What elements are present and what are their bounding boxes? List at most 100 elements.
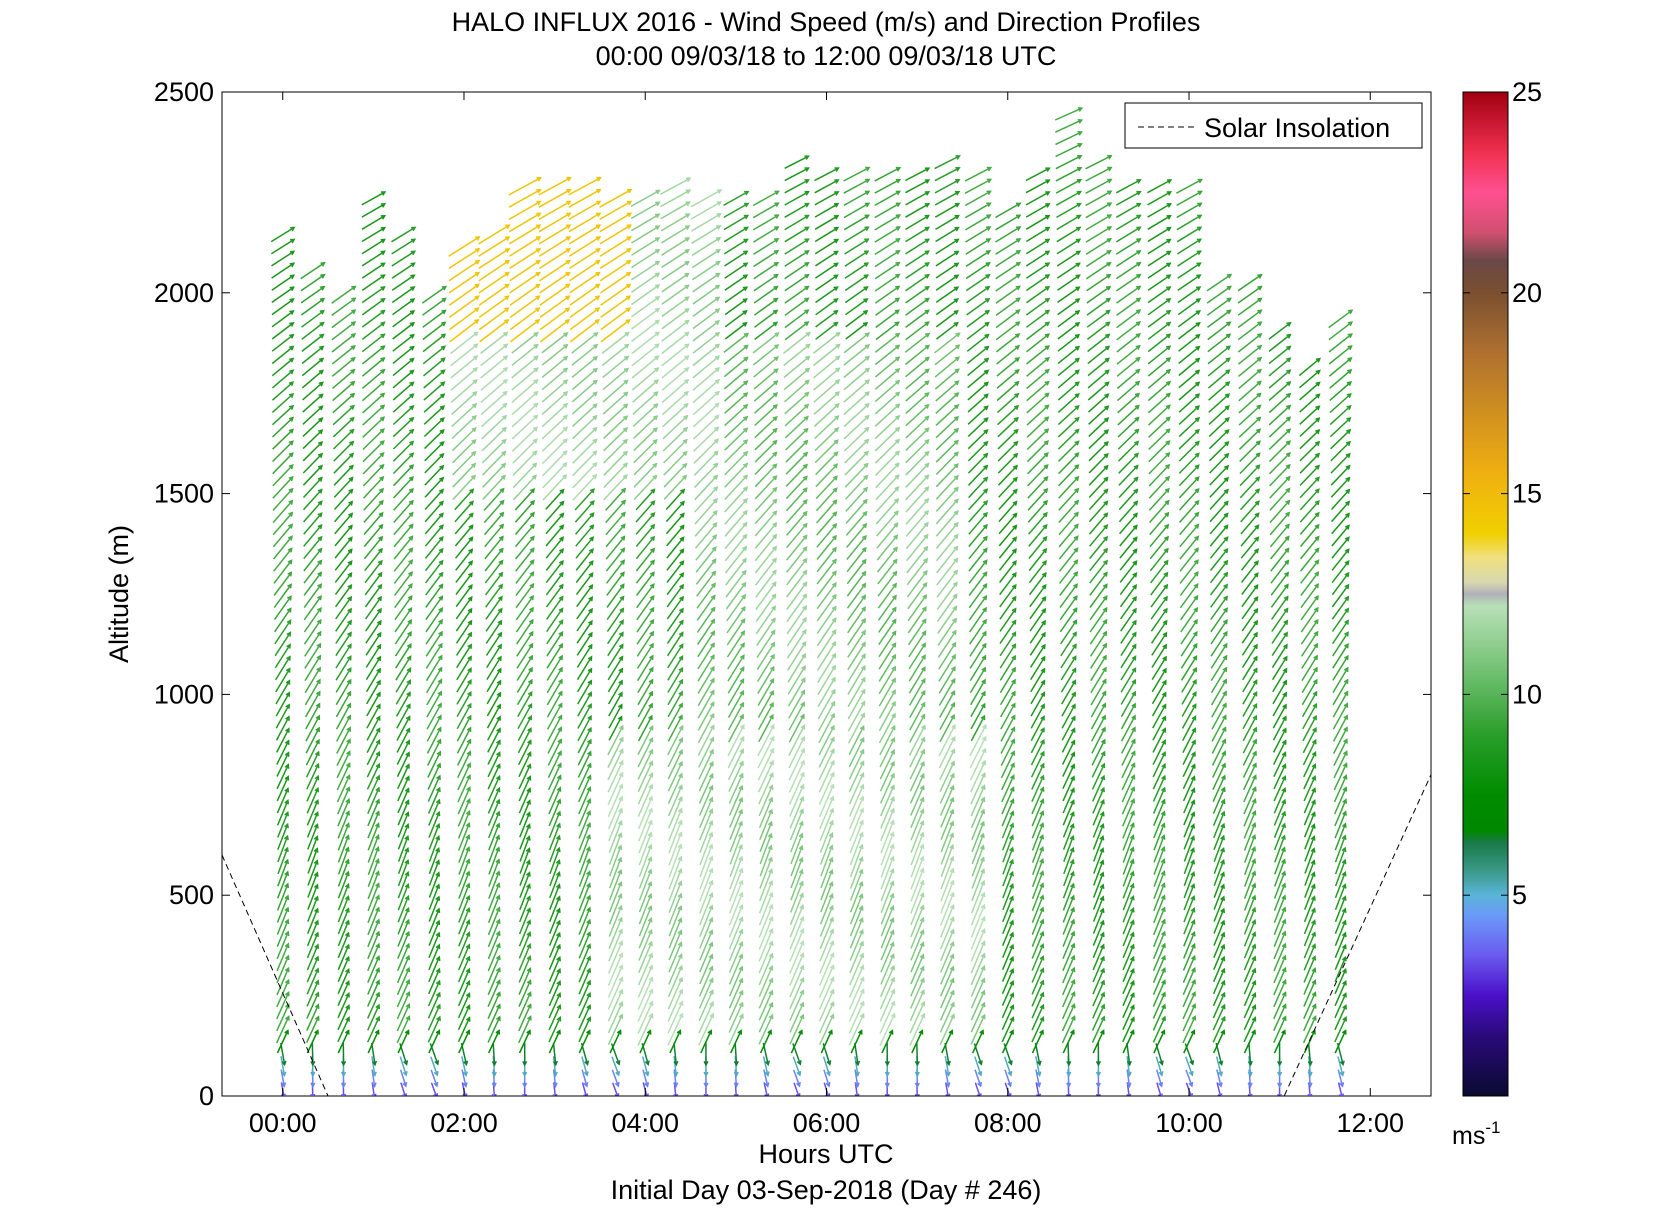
wind-vector-head bbox=[441, 309, 447, 315]
wind-vector-head bbox=[804, 250, 810, 255]
wind-vector bbox=[970, 773, 986, 805]
wind-vector bbox=[880, 942, 895, 973]
wind-vector bbox=[1273, 931, 1286, 960]
wind-vector-head bbox=[768, 952, 774, 959]
wind-vector-head bbox=[1044, 368, 1050, 374]
wind-vector-head bbox=[679, 595, 684, 602]
wind-vector-head bbox=[1012, 476, 1018, 482]
wind-vector-head bbox=[860, 676, 866, 683]
wind-vector-head bbox=[802, 463, 808, 469]
wind-vector-head bbox=[1131, 667, 1137, 673]
wind-vector-head bbox=[800, 677, 806, 683]
wind-vector-head bbox=[799, 783, 805, 790]
wind-vector bbox=[940, 856, 954, 890]
wind-vector bbox=[728, 868, 743, 902]
wind-vector bbox=[392, 381, 414, 401]
wind-vector-head bbox=[1077, 131, 1083, 136]
wind-vector-head bbox=[684, 378, 690, 384]
wind-vector-head bbox=[318, 417, 324, 423]
wind-vector-head bbox=[799, 904, 805, 910]
wind-vector bbox=[1181, 667, 1197, 693]
wind-vector-head bbox=[495, 822, 501, 828]
wind-vector bbox=[637, 679, 654, 706]
wind-vector bbox=[964, 178, 992, 194]
wind-vector-head bbox=[504, 319, 510, 324]
wind-vector bbox=[578, 992, 591, 1019]
wind-vector bbox=[1212, 799, 1225, 826]
wind-vector bbox=[455, 537, 473, 559]
wind-vector-head bbox=[768, 891, 774, 898]
wind-vector-head bbox=[683, 414, 689, 420]
wind-vector-head bbox=[890, 724, 896, 731]
wind-vector bbox=[305, 739, 320, 766]
wind-vector bbox=[1061, 1016, 1076, 1044]
wind-vector-head bbox=[714, 308, 721, 314]
wind-vector bbox=[972, 1030, 984, 1054]
wind-vector bbox=[458, 932, 470, 959]
wind-vector-head bbox=[1221, 762, 1226, 768]
wind-vector bbox=[568, 212, 601, 233]
wind-vector bbox=[1183, 932, 1196, 959]
wind-vector bbox=[1210, 572, 1228, 596]
wind-vector bbox=[1178, 346, 1200, 364]
wind-vector-head bbox=[556, 907, 561, 913]
wind-vector-head bbox=[348, 452, 355, 458]
wind-vector-head bbox=[673, 1071, 679, 1078]
wind-vector bbox=[789, 990, 804, 1021]
wind-vector-head bbox=[345, 1016, 350, 1022]
wind-vector-head bbox=[528, 654, 534, 661]
wind-vector-head bbox=[768, 903, 774, 910]
wind-vector bbox=[578, 907, 591, 935]
wind-vector bbox=[878, 713, 896, 744]
wind-vector-head bbox=[1136, 285, 1142, 291]
wind-vector bbox=[452, 475, 476, 501]
wind-vector-head bbox=[773, 297, 779, 303]
wind-vector-head bbox=[1132, 536, 1138, 542]
wind-vector-head bbox=[1039, 967, 1045, 973]
wind-vector-head bbox=[767, 1029, 772, 1035]
wind-vector bbox=[874, 214, 901, 231]
wind-vector-head bbox=[491, 1071, 497, 1078]
wind-vector bbox=[813, 355, 840, 379]
wind-vector bbox=[307, 896, 319, 922]
wind-vector bbox=[571, 356, 598, 378]
wind-vector-head bbox=[738, 784, 744, 791]
wind-vector-head bbox=[949, 820, 955, 826]
wind-vector bbox=[603, 462, 628, 489]
wind-vector-head bbox=[798, 868, 804, 875]
wind-vector bbox=[1153, 907, 1166, 936]
wind-vector-head bbox=[865, 166, 871, 172]
wind-vector-head bbox=[1191, 1015, 1197, 1021]
wind-vector bbox=[1025, 226, 1050, 243]
wind-vector bbox=[1243, 883, 1256, 911]
wind-vector bbox=[1058, 500, 1079, 523]
wind-vector-head bbox=[1072, 631, 1077, 637]
wind-vector bbox=[517, 691, 533, 717]
wind-vector bbox=[998, 548, 1017, 571]
wind-vector bbox=[754, 428, 778, 451]
wind-vector-head bbox=[1135, 321, 1142, 327]
wind-vector-head bbox=[1105, 321, 1111, 327]
wind-vector bbox=[697, 725, 715, 756]
wind-vector-head bbox=[1217, 1082, 1223, 1088]
wind-vector bbox=[394, 583, 413, 609]
wind-vector-head bbox=[954, 202, 961, 208]
wind-vector bbox=[367, 1016, 380, 1043]
wind-vector bbox=[813, 367, 840, 391]
wind-vector bbox=[449, 319, 479, 343]
wind-vector-head bbox=[1070, 799, 1075, 805]
wind-vector bbox=[970, 797, 985, 829]
wind-vector-head bbox=[559, 488, 565, 494]
wind-vector-head bbox=[1254, 488, 1261, 494]
wind-vector-head bbox=[436, 726, 442, 732]
wind-vector-head bbox=[1192, 666, 1197, 673]
wind-vector-head bbox=[772, 415, 778, 422]
wind-vector-head bbox=[462, 1082, 468, 1088]
wind-vector-head bbox=[526, 931, 532, 937]
wind-vector bbox=[637, 737, 653, 768]
wind-vector-head bbox=[709, 1012, 715, 1019]
wind-vector bbox=[696, 595, 716, 621]
wind-vector-head bbox=[526, 907, 532, 913]
wind-vector-head bbox=[1045, 179, 1051, 184]
wind-vector bbox=[548, 932, 561, 958]
